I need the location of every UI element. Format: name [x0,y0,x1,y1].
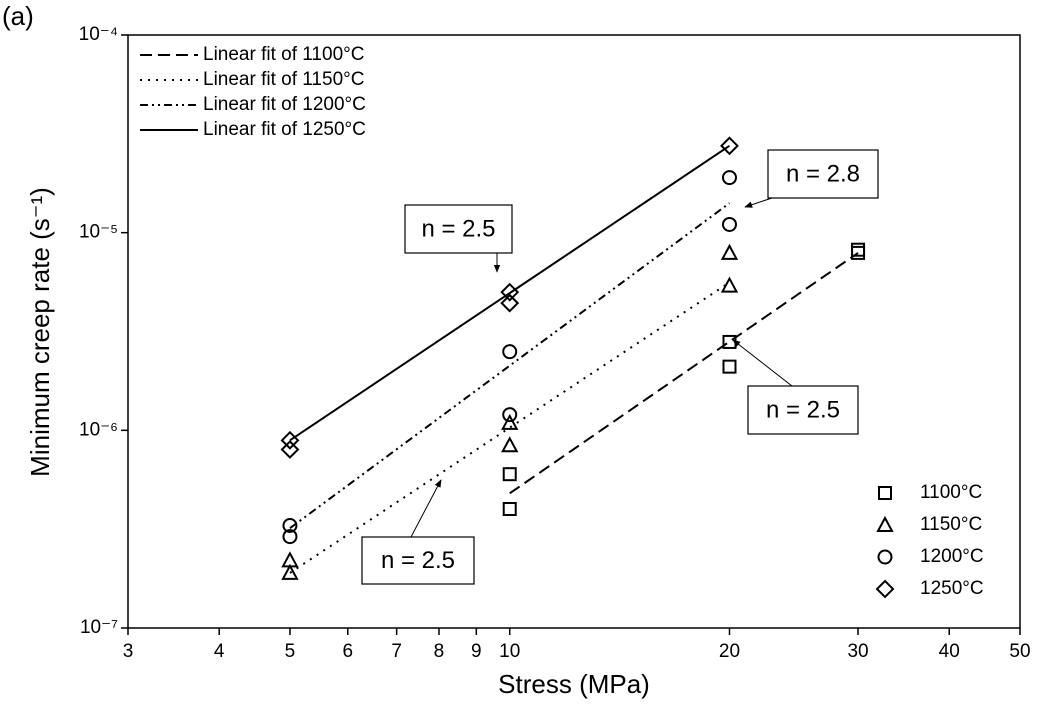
x-axis-label: Stress (MPa) [498,669,650,699]
x-tick-label: 3 [123,641,134,662]
legend-label: Linear fit of 1100°C [203,44,364,65]
data-point [722,359,737,374]
annotation-arrow [732,339,793,387]
annotation-arrow [744,197,773,208]
data-point [720,243,739,260]
legend-marker [878,486,892,500]
annotation-text: n = 2.5 [766,396,840,423]
x-tick-label: 9 [471,641,482,662]
data-point [281,563,299,580]
annotation-box [404,204,513,254]
fit-line [289,202,731,529]
x-tick-label: 40 [939,641,960,662]
legend-marker [875,579,895,599]
panel-label: (a) [2,1,34,31]
fit-line [509,252,859,495]
legend-marker [876,515,894,532]
legend-label: 1200°C [920,546,984,567]
data-point [502,467,517,482]
annotation-box [361,536,475,585]
y-tick-label: 10⁻⁵ [79,222,118,243]
data-point [502,407,518,423]
legend-label: Linear fit of 1250°C [203,119,366,140]
data-point [502,344,518,360]
data-point [282,518,298,534]
legend-label: Linear fit of 1200°C [203,94,366,115]
data-point [851,245,866,260]
data-point [282,529,298,545]
data-point [720,276,739,293]
y-tick-label: 10⁻⁶ [79,419,118,440]
data-point [280,430,300,450]
x-tick-label: 50 [1009,641,1030,662]
x-tick-label: 7 [391,641,402,662]
x-tick-label: 20 [719,641,740,662]
x-tick-label: 10 [499,641,520,662]
annotation-box [767,149,879,199]
x-tick-label: 4 [214,641,225,662]
x-tick-label: 8 [434,641,445,662]
data-point [720,136,739,156]
y-tick-label: 10⁻⁴ [79,24,118,45]
x-tick-label: 30 [847,641,868,662]
data-point [500,293,520,313]
fit-line [289,144,731,442]
legend-marker [877,549,893,565]
y-tick-label: 10⁻⁷ [80,617,118,638]
data-point [280,440,300,459]
data-point [281,551,299,568]
fit-line [289,281,731,574]
y-axis-label: Minimum creep rate (s⁻¹) [25,187,55,477]
plot-frame [127,34,1021,629]
legend-label: 1150°C [920,514,982,535]
annotation-text: n = 2.8 [786,160,860,187]
data-point [501,413,519,430]
annotation-text: n = 2.5 [421,215,495,242]
legend-label: 1100°C [920,482,982,503]
annotation-box [747,385,859,435]
legend-label: Linear fit of 1150°C [203,69,364,90]
annotation-text: n = 2.5 [381,547,455,574]
x-tick-label: 5 [285,641,296,662]
data-point [721,216,737,232]
data-point [501,436,519,453]
data-point [502,501,517,516]
data-point [500,282,520,302]
annotation-arrow [410,479,442,538]
legend-label: 1250°C [920,578,984,599]
data-point [721,170,737,186]
x-tick-label: 6 [342,641,353,662]
